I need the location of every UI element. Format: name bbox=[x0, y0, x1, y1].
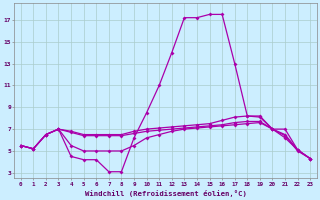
X-axis label: Windchill (Refroidissement éolien,°C): Windchill (Refroidissement éolien,°C) bbox=[84, 190, 246, 197]
